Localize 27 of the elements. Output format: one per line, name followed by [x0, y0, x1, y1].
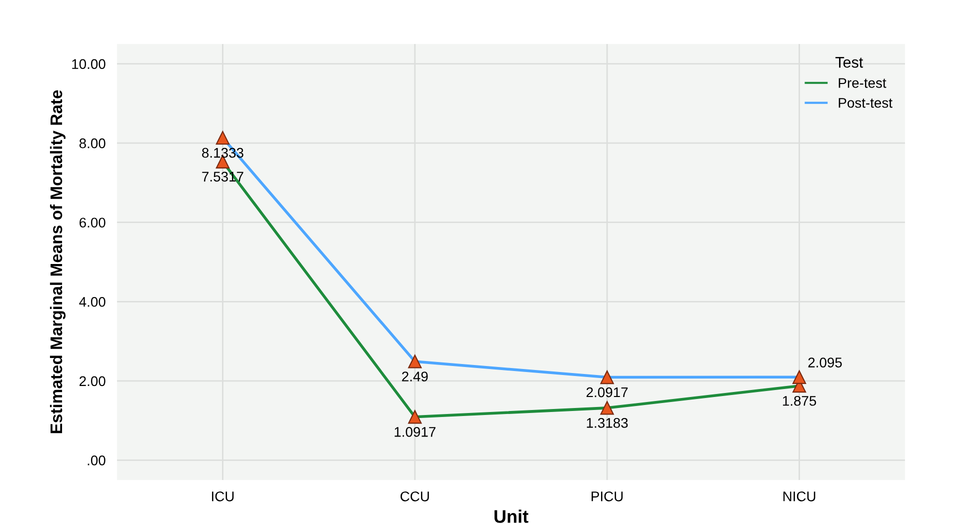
y-tick-label: 4.00 [79, 296, 106, 307]
y-axis-title: Estimated Marginal Means of Mortality Rate [50, 90, 66, 434]
point [600, 370, 614, 384]
x-tick-label: ICU [212, 491, 234, 502]
data-label: 2.49 [402, 372, 428, 382]
x-tick-label: CCU [400, 491, 429, 502]
data-label: 2.095 [808, 358, 842, 368]
y-tick-label: 10.00 [72, 59, 106, 69]
data-label: 1.875 [782, 396, 816, 406]
point [408, 354, 422, 368]
point [600, 401, 614, 415]
point [792, 370, 806, 384]
y-tick-label: 2.00 [80, 376, 106, 386]
y-tick-label: 8.00 [79, 138, 106, 148]
legend-label: Pre-test [838, 78, 886, 88]
legend-title: Test [835, 57, 864, 68]
data-label: 2.0917 [586, 387, 628, 398]
legend-label: Post-test [838, 98, 892, 108]
data-label: 1.3183 [586, 418, 628, 428]
data-label: 1.0917 [394, 427, 436, 437]
y-tick-label: 6.00 [80, 218, 106, 228]
point [408, 410, 422, 424]
x-tick-label: PICU [592, 491, 623, 502]
x-tick-label: NICU [783, 491, 816, 502]
y-tick-label: .00 [88, 456, 106, 466]
point [216, 131, 230, 145]
x-axis-title: Unit [494, 510, 528, 523]
